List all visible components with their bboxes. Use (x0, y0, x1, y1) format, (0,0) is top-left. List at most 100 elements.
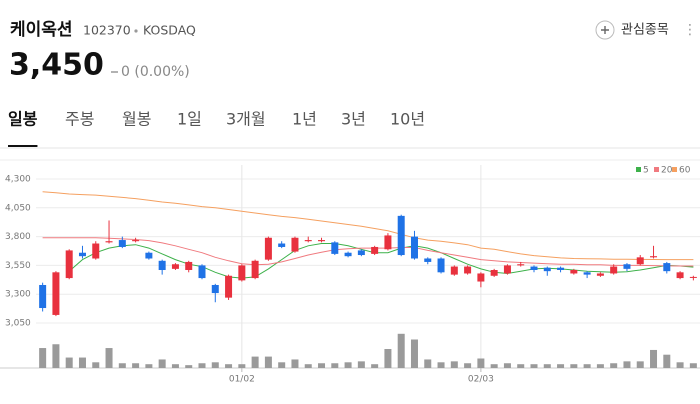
candle-body (450, 266, 458, 275)
candle-body (132, 240, 140, 242)
volume-bar (357, 361, 365, 368)
candle-body (623, 264, 631, 269)
volume-bar (264, 356, 272, 368)
candle-body (238, 265, 246, 281)
volume-bar (198, 363, 206, 368)
candle-body (410, 236, 418, 259)
legend-swatch (654, 167, 659, 172)
period-tab[interactable]: 일봉 (8, 110, 38, 129)
volume-bar (490, 364, 498, 368)
volume-bar (636, 361, 644, 368)
candle-body (304, 240, 312, 242)
chart: 4,300 4,050 3,800 3,550 3,300 3,050 01/02 02/03… (0, 159, 700, 385)
candle-body (357, 250, 365, 256)
volume-bar (238, 364, 246, 368)
period-tab[interactable]: 3개월 (226, 110, 266, 129)
more-menu[interactable]: ⋮ (683, 22, 697, 38)
candle-body (371, 246, 379, 254)
legend-label: 20 (661, 166, 673, 176)
volume-bar (583, 364, 591, 368)
candle-body (78, 252, 86, 257)
stock-code: 102370 (83, 23, 131, 38)
volume-bar (185, 365, 193, 368)
candle-body (610, 266, 618, 274)
volume-bar (663, 354, 671, 368)
candle-body (118, 240, 126, 247)
candle-body (384, 235, 392, 250)
volume-bar (39, 348, 47, 368)
candle-body (331, 242, 339, 254)
volume-bar (543, 364, 551, 368)
volume-bar (118, 363, 126, 368)
legend-label: 5 (643, 166, 649, 176)
moving-average-line (42, 191, 694, 261)
candle-body (264, 237, 272, 260)
candle-body (92, 243, 100, 259)
volume-bar (211, 362, 219, 368)
legend-swatch (672, 167, 677, 172)
period-tab[interactable]: 1일 (177, 110, 202, 129)
watch-plus (601, 26, 609, 34)
candle-body (676, 272, 684, 279)
candle-body (424, 258, 432, 262)
separator-dot (134, 29, 138, 33)
period-tab[interactable]: 주봉 (65, 110, 94, 129)
volume-bar (171, 364, 179, 368)
candle-body (198, 265, 206, 279)
volume-bar (437, 362, 445, 368)
volume-bar (318, 363, 326, 368)
watch-button[interactable]: 관심종목 (595, 20, 669, 40)
watch-label[interactable]: 관심종목 (621, 23, 669, 38)
volume-bar (331, 363, 339, 368)
volume-bar (158, 359, 166, 368)
period-tab[interactable]: 1년 (292, 110, 317, 129)
volume-bar (384, 349, 392, 368)
candle-body (278, 243, 286, 247)
period-tab[interactable]: 3년 (341, 110, 366, 129)
candle-body (437, 258, 445, 273)
volume-bar (517, 364, 525, 368)
candle-body (344, 252, 352, 257)
candle-body (557, 267, 565, 271)
candle-body (596, 273, 604, 276)
volume-bar (78, 357, 86, 368)
candle-body (211, 284, 219, 294)
period-tab[interactable]: 월봉 (122, 110, 151, 129)
period-tab[interactable]: 10년 (390, 110, 425, 129)
volume-bar (145, 364, 153, 368)
candle-body (464, 266, 472, 274)
legend-swatch (636, 167, 641, 172)
volume-bar (251, 356, 259, 368)
candle-body (650, 256, 658, 258)
volume-bar (610, 363, 618, 368)
volume-bar (132, 363, 140, 368)
volume-bar (477, 358, 485, 368)
volume-bar (450, 361, 458, 368)
candle-body (185, 261, 193, 271)
candle-body (171, 264, 179, 269)
volume-bar (596, 364, 604, 368)
candle-body (636, 257, 644, 265)
candle-body (477, 273, 485, 282)
volume-bar (570, 364, 578, 368)
volume-bar (291, 359, 299, 368)
candle-body (570, 270, 578, 274)
candle-body (158, 260, 166, 271)
volume-bar (65, 357, 73, 368)
volume-bar (557, 364, 565, 368)
volume-bar (105, 348, 113, 368)
y-tick-label: 3,800 (5, 232, 31, 242)
period-tabs: 일봉 주봉 월봉 1일 3개월 1년 3년 10년 (8, 110, 425, 147)
watch-icon (595, 20, 615, 40)
volume-bar (464, 363, 472, 368)
volume-bar (344, 362, 352, 368)
volume-bar (623, 361, 631, 368)
candle-body (52, 272, 60, 315)
candle-body (530, 266, 538, 271)
candle-body (251, 260, 259, 279)
candle-body (490, 270, 498, 276)
price: 3,450 (9, 48, 104, 83)
volume-bar (530, 364, 538, 368)
market: KOSDAQ (143, 23, 196, 38)
y-tick-label: 3,050 (5, 319, 31, 329)
